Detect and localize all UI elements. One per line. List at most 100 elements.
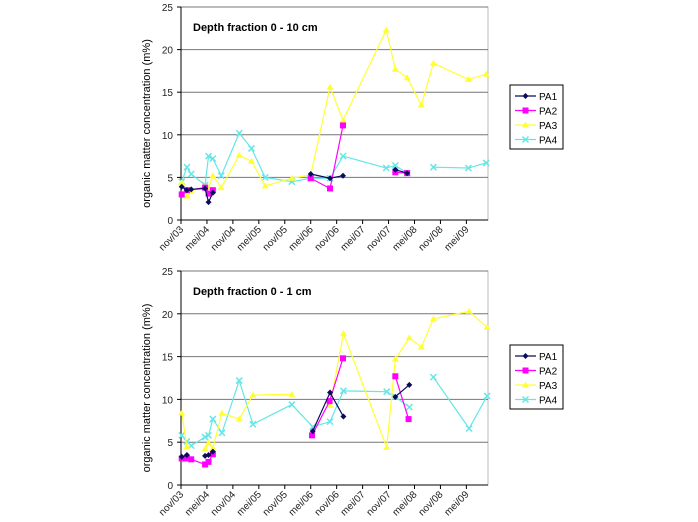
x-tick-label: nov/04 bbox=[209, 489, 238, 518]
x-tick-label: nov/03 bbox=[157, 224, 186, 253]
data-point bbox=[429, 373, 437, 381]
data-point bbox=[522, 367, 529, 374]
data-point bbox=[209, 189, 216, 196]
data-point bbox=[391, 355, 399, 362]
data-point bbox=[522, 93, 529, 99]
data-point bbox=[406, 381, 413, 388]
data-point bbox=[382, 26, 390, 33]
series-PA3 bbox=[178, 307, 491, 452]
legend: PA1 PA2 PA3 PA4 bbox=[509, 344, 564, 410]
data-point bbox=[183, 452, 190, 459]
data-point bbox=[183, 442, 191, 449]
data-point bbox=[382, 164, 390, 172]
x-tick-label: mei/04 bbox=[183, 224, 212, 253]
legend-label: PA1 bbox=[539, 352, 558, 363]
data-point bbox=[483, 392, 491, 400]
data-point bbox=[188, 186, 195, 193]
data-point bbox=[326, 401, 334, 408]
data-point bbox=[178, 191, 185, 198]
data-point bbox=[339, 152, 347, 160]
data-point bbox=[201, 445, 209, 452]
chart-1: 0 5 10 15 20 25 nov/03mei/04nov/04mei/05nov/05… bbox=[141, 267, 564, 518]
data-point bbox=[247, 157, 255, 164]
data-point bbox=[383, 443, 391, 450]
data-point bbox=[403, 74, 411, 81]
data-point bbox=[261, 182, 269, 189]
data-point bbox=[327, 389, 334, 396]
x-tick-label: mei/06 bbox=[287, 224, 316, 253]
legend-label: PA3 bbox=[539, 121, 558, 132]
data-point bbox=[522, 121, 529, 128]
data-point bbox=[235, 377, 243, 385]
data-point bbox=[209, 172, 217, 179]
data-point bbox=[205, 190, 212, 197]
data-point bbox=[404, 170, 411, 177]
data-point bbox=[249, 391, 257, 398]
data-point bbox=[178, 179, 186, 186]
y-tick-label: 0 bbox=[167, 481, 173, 492]
data-point bbox=[465, 424, 473, 433]
series-PA1 bbox=[178, 381, 413, 460]
data-point bbox=[204, 152, 213, 160]
data-point bbox=[429, 163, 437, 171]
y-axis-label: organic matter concentration (m%) bbox=[141, 304, 153, 473]
data-point bbox=[309, 432, 316, 439]
data-point bbox=[178, 183, 185, 190]
data-point bbox=[340, 172, 347, 179]
data-point bbox=[339, 116, 347, 123]
data-point bbox=[204, 431, 213, 439]
data-point bbox=[326, 418, 334, 426]
data-point bbox=[339, 329, 347, 336]
x-tick-label: nov/06 bbox=[313, 489, 342, 518]
data-point bbox=[429, 315, 437, 322]
data-point bbox=[209, 415, 217, 423]
data-point bbox=[522, 381, 529, 388]
data-point bbox=[209, 448, 216, 455]
x-tick-label: mei/05 bbox=[235, 224, 264, 253]
data-point bbox=[178, 409, 186, 416]
data-point bbox=[205, 452, 212, 459]
series-line bbox=[181, 413, 188, 447]
x-tick-label: nov/08 bbox=[417, 489, 446, 518]
chart-0: 0 5 10 15 20 25 nov/03mei/04nov/04mei/05nov/05… bbox=[141, 3, 564, 253]
data-point bbox=[405, 334, 413, 341]
series-line bbox=[394, 376, 410, 420]
data-point bbox=[183, 192, 191, 199]
data-point bbox=[391, 65, 399, 72]
data-point bbox=[429, 59, 437, 66]
data-point bbox=[249, 420, 257, 428]
data-point bbox=[521, 135, 530, 144]
data-point bbox=[521, 395, 530, 404]
legend: PA1 PA2 PA3 PA4 bbox=[509, 84, 564, 150]
data-point bbox=[218, 409, 226, 416]
data-point bbox=[483, 323, 491, 330]
x-tick-label: mei/06 bbox=[287, 489, 316, 518]
data-point bbox=[464, 164, 472, 172]
y-tick-label: 20 bbox=[162, 46, 174, 57]
data-point bbox=[217, 184, 225, 191]
y-tick-label: 20 bbox=[162, 310, 174, 321]
chart-title: Depth fraction 0 - 10 cm bbox=[193, 22, 318, 34]
y-tick-label: 5 bbox=[167, 173, 173, 184]
data-point bbox=[465, 307, 473, 314]
x-tick-label: mei/09 bbox=[442, 489, 471, 518]
data-point bbox=[183, 187, 190, 194]
data-point bbox=[309, 428, 316, 435]
legend-label: PA2 bbox=[539, 107, 558, 118]
data-point bbox=[235, 129, 243, 137]
y-tick-label: 10 bbox=[162, 395, 174, 406]
data-point bbox=[307, 175, 314, 182]
data-point bbox=[261, 173, 269, 181]
data-point bbox=[235, 151, 243, 158]
data-point bbox=[205, 199, 212, 206]
data-point bbox=[392, 373, 399, 380]
data-point bbox=[209, 444, 217, 451]
legend-label: PA2 bbox=[539, 367, 558, 378]
x-tick-label: nov/03 bbox=[157, 489, 186, 518]
x-tick-label: mei/05 bbox=[235, 489, 264, 518]
x-tick-label: nov/08 bbox=[417, 224, 446, 253]
data-point bbox=[327, 175, 334, 182]
data-point bbox=[482, 159, 490, 167]
x-tick-label: nov/05 bbox=[261, 224, 290, 253]
